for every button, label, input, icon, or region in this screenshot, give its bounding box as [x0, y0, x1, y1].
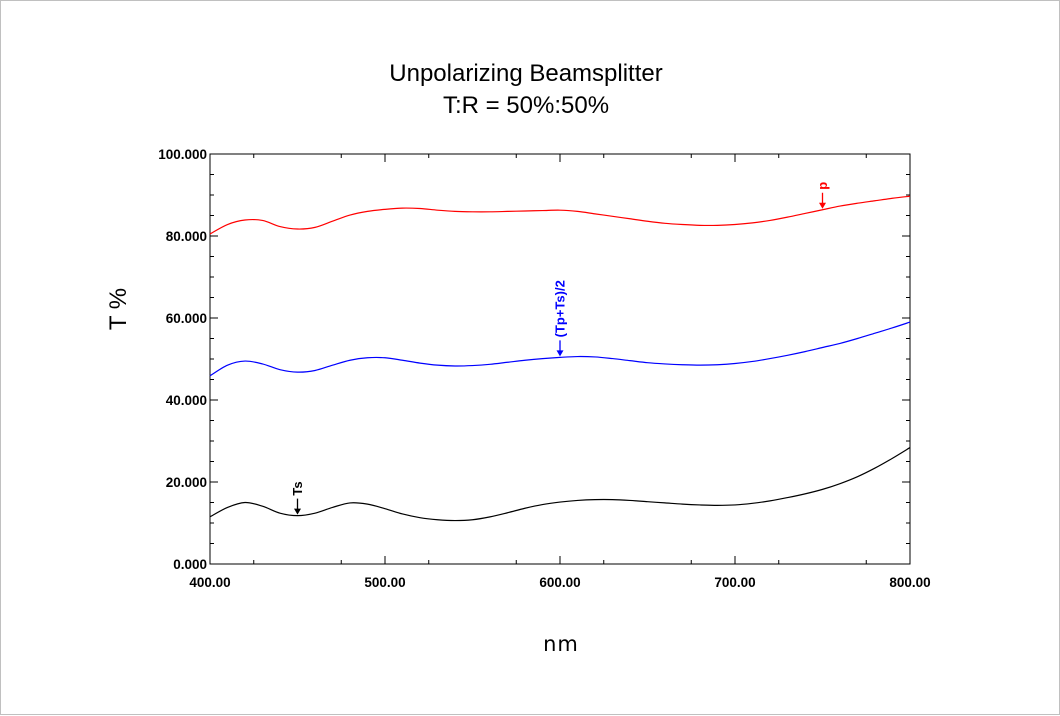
- y-tick-label: 20.000: [166, 475, 207, 490]
- chart-subtitle: T:R = 50%:50%: [443, 92, 609, 119]
- series-line-tp-ts-2: [209, 321, 911, 377]
- y-axis-label: T %: [105, 288, 132, 330]
- annotation-label: p: [815, 182, 830, 190]
- series-line-ts: [209, 447, 911, 522]
- x-tick-label: 400.00: [189, 575, 230, 590]
- annotation-p: p: [815, 182, 830, 209]
- x-tick-label: 800.00: [889, 575, 930, 590]
- annotation-arrow-head: [556, 350, 564, 357]
- annotation-arrow-head: [294, 508, 301, 515]
- x-axis-label: nm: [543, 632, 579, 656]
- annotation-label: Ts: [290, 481, 305, 495]
- annotation-ts: Ts: [290, 481, 305, 515]
- annotation-arrow-head: [819, 202, 826, 209]
- series-line-p: [209, 195, 911, 235]
- plot-area: 400.00 500.00 600.00 700.00 800.00 0.000 20.00…: [158, 147, 930, 590]
- y-tick-label: 100.000: [158, 147, 207, 162]
- annotation-tp-ts-2: (Tp+Ts)/2: [553, 280, 568, 357]
- x-tick-label: 600.00: [539, 575, 580, 590]
- y-tick-label: 0.000: [173, 557, 207, 572]
- x-tick-label: 500.00: [364, 575, 405, 590]
- y-tick-label: 60.000: [166, 311, 207, 326]
- y-tick-label: 40.000: [166, 393, 207, 408]
- annotation-label: (Tp+Ts)/2: [553, 280, 568, 337]
- x-tick-label: 700.00: [714, 575, 755, 590]
- y-tick-label: 80.000: [166, 229, 207, 244]
- chart-title: Unpolarizing Beamsplitter: [389, 60, 662, 87]
